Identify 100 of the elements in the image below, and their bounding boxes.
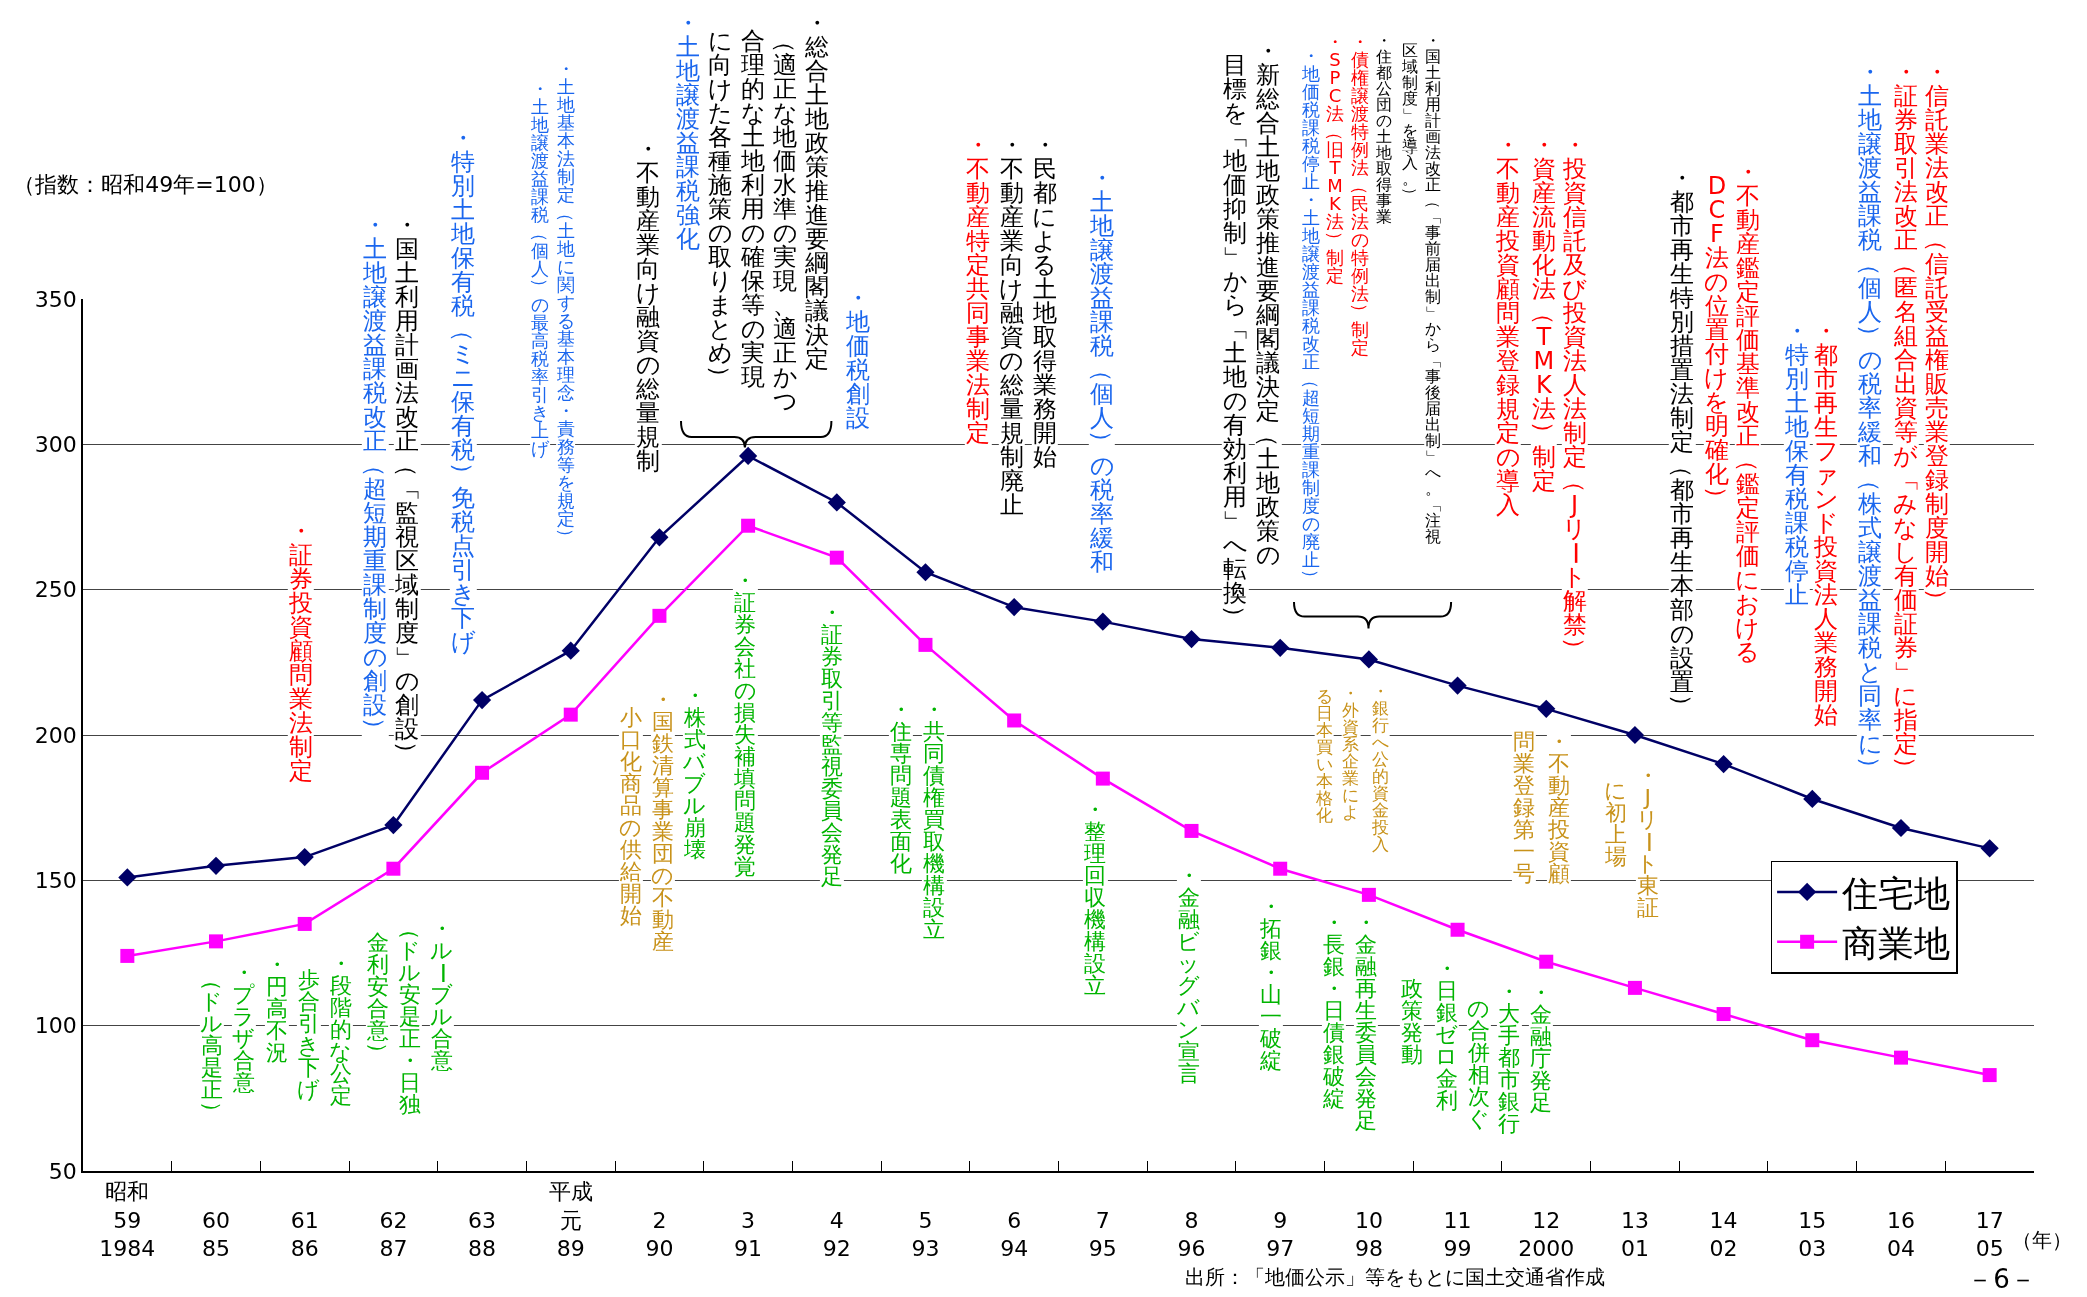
point (1539, 954, 1554, 969)
text: ・土地基本法制定（土地に関する基本理念・責務等を規定） (555, 57, 577, 546)
text: （ドル安是正・日独 (397, 918, 423, 1118)
point (1448, 676, 1467, 695)
point (650, 528, 669, 547)
point (561, 641, 580, 660)
point (827, 493, 846, 512)
text: （適正な地価水準の実現、適正かつ (771, 29, 800, 416)
point (1182, 629, 1201, 649)
text: DCF法の位置付けを明確化） (1702, 172, 1731, 511)
annotation: ・金融庁発足 (1529, 980, 1554, 1116)
point (918, 637, 933, 652)
text: ・SPC法（旧TMK法）制定 (1324, 31, 1346, 287)
x-tick-label: 昭和 59 1984 (99, 1179, 156, 1262)
x-tick-label: 9 97 (1266, 1207, 1295, 1262)
x-tick-label: 15 03 (1798, 1207, 1827, 1262)
point (829, 550, 844, 565)
point (297, 916, 312, 931)
annotation: ・段階的な公定 (328, 950, 353, 1108)
point (739, 446, 758, 466)
text: ・不動産業向け融資の総量規制廃止 (999, 131, 1025, 520)
text: ・共同債権買取機構設立 (923, 696, 946, 942)
point (1271, 638, 1290, 657)
text: ・土地譲渡益課税（個人）の税率緩和 (1088, 164, 1117, 577)
annotation: ・外資系企業によ (1341, 683, 1361, 823)
annotation: ・日銀ゼロ金利 (1434, 956, 1459, 1114)
point (1625, 725, 1645, 745)
point (386, 861, 401, 876)
point (384, 816, 403, 835)
point (1980, 839, 1999, 858)
x-tick-label: 60 85 (202, 1207, 231, 1262)
annotation: ・拓銀・山一破綻 (1259, 893, 1284, 1073)
y-axis-title: （指数：昭和49年=100） (13, 171, 278, 200)
text: ・土地譲渡益課税（個人）の最高税率引き上げ (530, 77, 552, 459)
x-tick-label: 63 88 (468, 1207, 497, 1262)
point (1891, 818, 1911, 838)
y-tick-label: 200 (34, 722, 77, 748)
text: ・民都による土地取得業務開始 (1032, 131, 1058, 472)
y-tick-label: 150 (34, 868, 77, 894)
x-tick-label: 61 86 (290, 1207, 319, 1262)
text: ・地価税課税停止・土地譲渡益課税改正（超短期重課制度の廃止） (1301, 44, 1323, 587)
text: に向けた各種施策の取りまとめ） (706, 27, 735, 390)
annotation: 歩合引き下げ (296, 966, 321, 1102)
annotation: ・Jリート東証 (1635, 763, 1661, 921)
point (1627, 980, 1642, 995)
point (1803, 789, 1822, 809)
point (916, 563, 935, 582)
text: ・都市再生ファンド投資法人業務開始 (1813, 317, 1839, 730)
text: ・長銀・日債銀破綻 (1322, 909, 1345, 1111)
x-tick-label: 2 90 (645, 1207, 674, 1262)
point (475, 765, 490, 780)
annotation: （ドル高是正） (199, 967, 225, 1125)
y-tick-label: 250 (34, 577, 77, 603)
annotation: ・ルーブル合意 (429, 916, 455, 1074)
x-tick-label: 17 05 (1975, 1207, 2004, 1262)
annotation: 政策発動 (1400, 976, 1425, 1068)
legend-label: 商業地 (1842, 922, 1951, 964)
point (1007, 713, 1022, 728)
x-tick-label: 6 94 (1000, 1207, 1029, 1262)
x-tick-label: 5 93 (911, 1207, 940, 1262)
text: ・証券取引法改正（匿名組合出資等が「みなし有価証券」に指定） (1891, 57, 1920, 780)
annotation: ・大手都市銀行 (1497, 978, 1522, 1136)
text: 目標を「地価抑制」から「土地の有効利用」へ転換） (1221, 51, 1250, 630)
text: ・不動産鑑定評価基準改正（鑑定評価における (1733, 157, 1762, 666)
y-tick-label: 100 (34, 1013, 77, 1039)
annotation: の合併相次ぐ (1466, 996, 1491, 1132)
x-tick-label: 13 01 (1620, 1207, 1649, 1262)
text: ・新総合土地政策推進要綱閣議決定（土地政策の (1254, 36, 1283, 569)
text: ・総合土地政策推進要綱閣議決定 (805, 8, 830, 373)
point (1273, 861, 1288, 876)
point (1714, 754, 1733, 774)
text: ・投資信託及び投資法人法制定（Jリート解禁） (1560, 131, 1589, 662)
point (1359, 650, 1378, 669)
text: ・信託業法改正（信託受益権販売業登録制度開始） (1922, 57, 1951, 612)
text: ・都市再生特別措置法制定（都市再生本部の設置） (1668, 164, 1697, 719)
text: ・債権譲渡特例法（民法の特例法）制定 (1350, 31, 1372, 359)
text: ・資産流動化法（TMK法）制定 (1529, 131, 1558, 496)
point (1095, 771, 1110, 786)
point (1982, 1068, 1997, 1083)
point (120, 948, 135, 963)
annotation: ・住専問題表面化 (888, 696, 914, 876)
annotation: ・株式バブル崩壊 (682, 683, 707, 863)
x-tick-label: 12 2000 (1518, 1207, 1575, 1262)
text: ・金融再生委員会発足 (1354, 909, 1377, 1133)
annotation: ・円高不況 (264, 952, 289, 1066)
text: ・国鉄清算事業団の不動産 (651, 687, 675, 955)
text: 小口化商品の供給開始 (619, 704, 643, 928)
point (563, 707, 578, 722)
point (1716, 1007, 1731, 1022)
x-tick-label: 62 87 (379, 1207, 408, 1262)
x-tick-label: 4 92 (822, 1207, 851, 1262)
point (295, 847, 314, 867)
text: 出所：「地価公示」等をもとに国土交通省作成 (1184, 1264, 1605, 1292)
text: 合理的な土地利用の確保等の実現 (740, 27, 766, 392)
text: ・土地譲渡益課税改正（超短期重課制度の創設） (361, 210, 390, 741)
x-tick-label: 14 02 (1709, 1207, 1738, 1262)
point (1450, 922, 1465, 937)
annotation: ・プラザ合意 (231, 960, 256, 1096)
point (741, 518, 756, 533)
text: ・不動産業向け融資の総量規制 (635, 135, 661, 476)
